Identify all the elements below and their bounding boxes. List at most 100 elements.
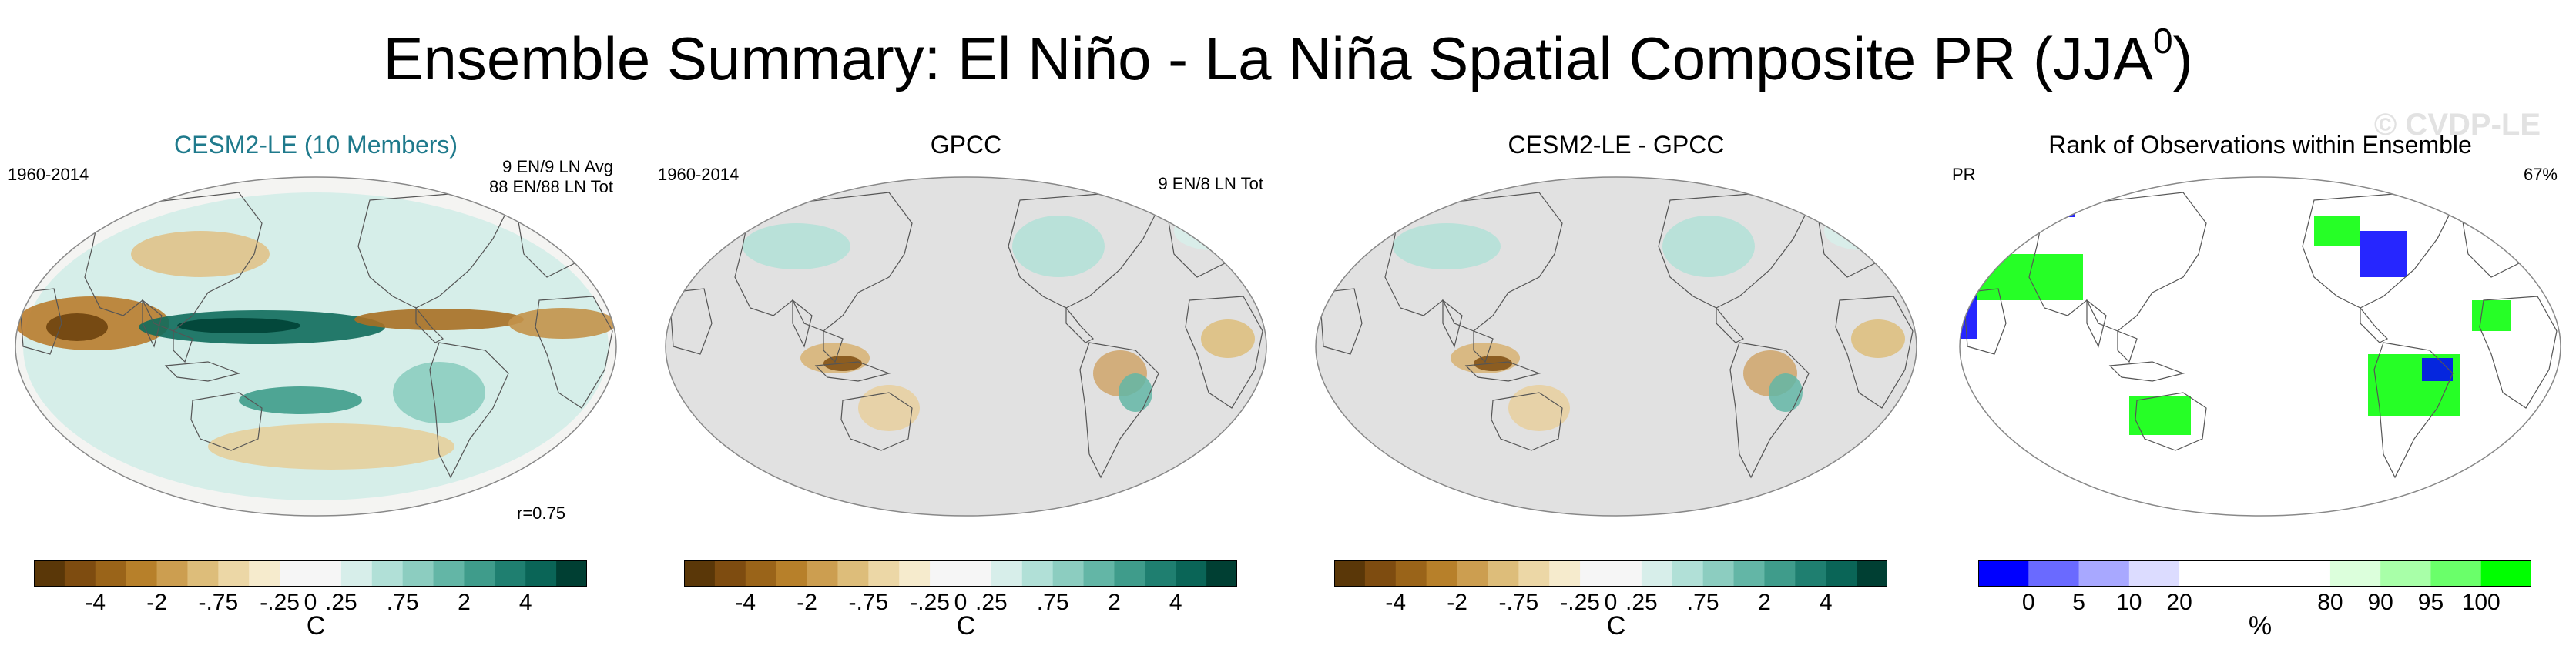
rank-percent-value: 67%	[2523, 165, 2558, 184]
coastline-africa-west	[1963, 288, 2007, 355]
world-map	[1315, 176, 1917, 517]
colorbar-tick-label: .75	[386, 590, 419, 615]
coastline-greenland	[500, 180, 540, 209]
colorbar-tick-label: .25	[975, 590, 1008, 615]
colorbar-swatch	[1021, 560, 1054, 587]
colorbar-swatch	[1702, 560, 1735, 587]
indian-ocean-dry-core	[46, 313, 108, 341]
colorbar-swatch	[2430, 560, 2482, 587]
coastline-south-america	[1079, 342, 1159, 479]
colorbar-swatch	[340, 560, 373, 587]
colorbar-border	[1978, 560, 2531, 587]
colorbar-swatch	[899, 560, 931, 587]
colorbar-swatch	[1176, 560, 1207, 587]
colorbar-swatch	[1052, 560, 1085, 587]
colorbar-swatch	[1611, 560, 1642, 587]
colorbar-unit: C	[1606, 611, 1626, 641]
colorbar-swatch	[34, 560, 65, 587]
colorbar-swatch	[1978, 560, 2029, 587]
australia-high-rank	[2129, 396, 2191, 435]
map-border	[1959, 176, 2561, 517]
coastline-india	[792, 299, 813, 348]
asia-wet	[1393, 223, 1501, 269]
colorbar-swatch	[2480, 560, 2531, 587]
colorbar-tick-label: -.75	[848, 590, 889, 615]
colorbar-swatch	[1145, 560, 1176, 587]
coastline-maritime-continent	[1464, 361, 1541, 382]
watermark: © CVDP-LE	[2373, 108, 2541, 142]
atlantic-dry	[508, 308, 616, 339]
world-map	[665, 176, 1267, 517]
colorbar-unit: C	[306, 611, 326, 641]
colorbar-swatch	[991, 560, 1023, 587]
colorbar-tick-label: .25	[325, 590, 357, 615]
colorbar-swatch	[714, 560, 746, 587]
colorbar-tick-label: 4	[1169, 590, 1182, 615]
africa-high-rank	[2472, 300, 2511, 331]
colorbar-tick-label: -.25	[1560, 590, 1600, 615]
colorbar-swatch	[249, 560, 280, 587]
panel-title: CESM2-LE - GPCC	[1508, 131, 1725, 159]
colorbar-tick-label: -4	[735, 590, 756, 615]
colorbar-swatch	[218, 560, 250, 587]
colorbar-tick-label: 5	[2072, 590, 2085, 615]
colorbar-tick-label: 0	[2021, 590, 2035, 615]
se-pacific-wet	[393, 362, 485, 423]
coastline-africa-west	[1319, 288, 1363, 355]
coastline-southeast-asia	[823, 330, 844, 363]
colorbar-swatch	[2078, 560, 2130, 587]
colorbar-tick-label: -2	[146, 590, 167, 615]
enso-wet-core	[177, 318, 300, 333]
variable-label: PR	[1952, 165, 1976, 184]
world-map	[15, 176, 617, 517]
colorbar-border	[684, 560, 1237, 587]
colorbar-tick-label: 20	[2166, 590, 2192, 615]
colorbar-swatch	[2279, 560, 2331, 587]
colorbar-tick-label: .75	[1036, 590, 1069, 615]
coastline-central-america	[2360, 306, 2389, 343]
colorbar-swatch	[1549, 560, 1581, 587]
composite-total-label: 88 EN/88 LN Tot	[488, 177, 613, 196]
composite-avg-label: 9 EN/9 LN Avg	[502, 157, 613, 176]
coastline-central-america	[1716, 306, 1745, 343]
colorbar-swatch	[556, 560, 587, 587]
colorbar-tick-label: 10	[2116, 590, 2142, 615]
coastline-maritime-continent	[164, 361, 241, 382]
coastline-africa-west	[669, 288, 713, 355]
colorbar-tick-label: 2	[1758, 590, 1771, 615]
colorbar-swatch	[1426, 560, 1458, 587]
colorbar-swatch	[1364, 560, 1397, 587]
colorbar-swatch	[310, 560, 342, 587]
coastline-australia	[2135, 392, 2207, 451]
coastline-africa	[535, 296, 613, 409]
map-border	[665, 176, 1267, 517]
colorbar-swatch	[1457, 560, 1488, 587]
colorbar-swatch	[961, 560, 992, 587]
colorbar-swatch	[95, 560, 127, 587]
canada-high-rank	[2314, 216, 2360, 246]
coastline-india	[1442, 299, 1463, 348]
colorbar-border	[34, 560, 587, 587]
europe-wet	[1824, 212, 1901, 250]
coastline-central-america	[1065, 306, 1095, 343]
panel-rank: Rank of Observations within Ensemble PR …	[1944, 115, 2576, 659]
composite-count-label: 9 EN/8 LN Tot	[1158, 174, 1263, 194]
colorbar-swatch	[126, 560, 158, 587]
main-title: Ensemble Summary: El Niño - La Niña Spat…	[383, 21, 2193, 92]
coastline-south-america	[1729, 342, 1810, 479]
map-border	[15, 176, 617, 517]
panel-title: CESM2-LE (10 Members)	[173, 131, 458, 159]
map-background	[1960, 177, 2561, 516]
brazil-wet	[1769, 373, 1803, 412]
colorbar	[34, 560, 587, 587]
colorbar-tick-label: 90	[2367, 590, 2393, 615]
north-america-low-rank	[2360, 231, 2407, 277]
colorbar-swatch	[1114, 560, 1145, 587]
map-border	[1315, 176, 1917, 517]
colorbar-unit: %	[2248, 611, 2272, 641]
colorbar	[1978, 560, 2531, 587]
colorbar-swatch	[64, 560, 96, 587]
colorbar-swatch	[187, 560, 219, 587]
colorbar-tick-label: 4	[518, 590, 532, 615]
colorbar-swatch	[2229, 560, 2281, 587]
